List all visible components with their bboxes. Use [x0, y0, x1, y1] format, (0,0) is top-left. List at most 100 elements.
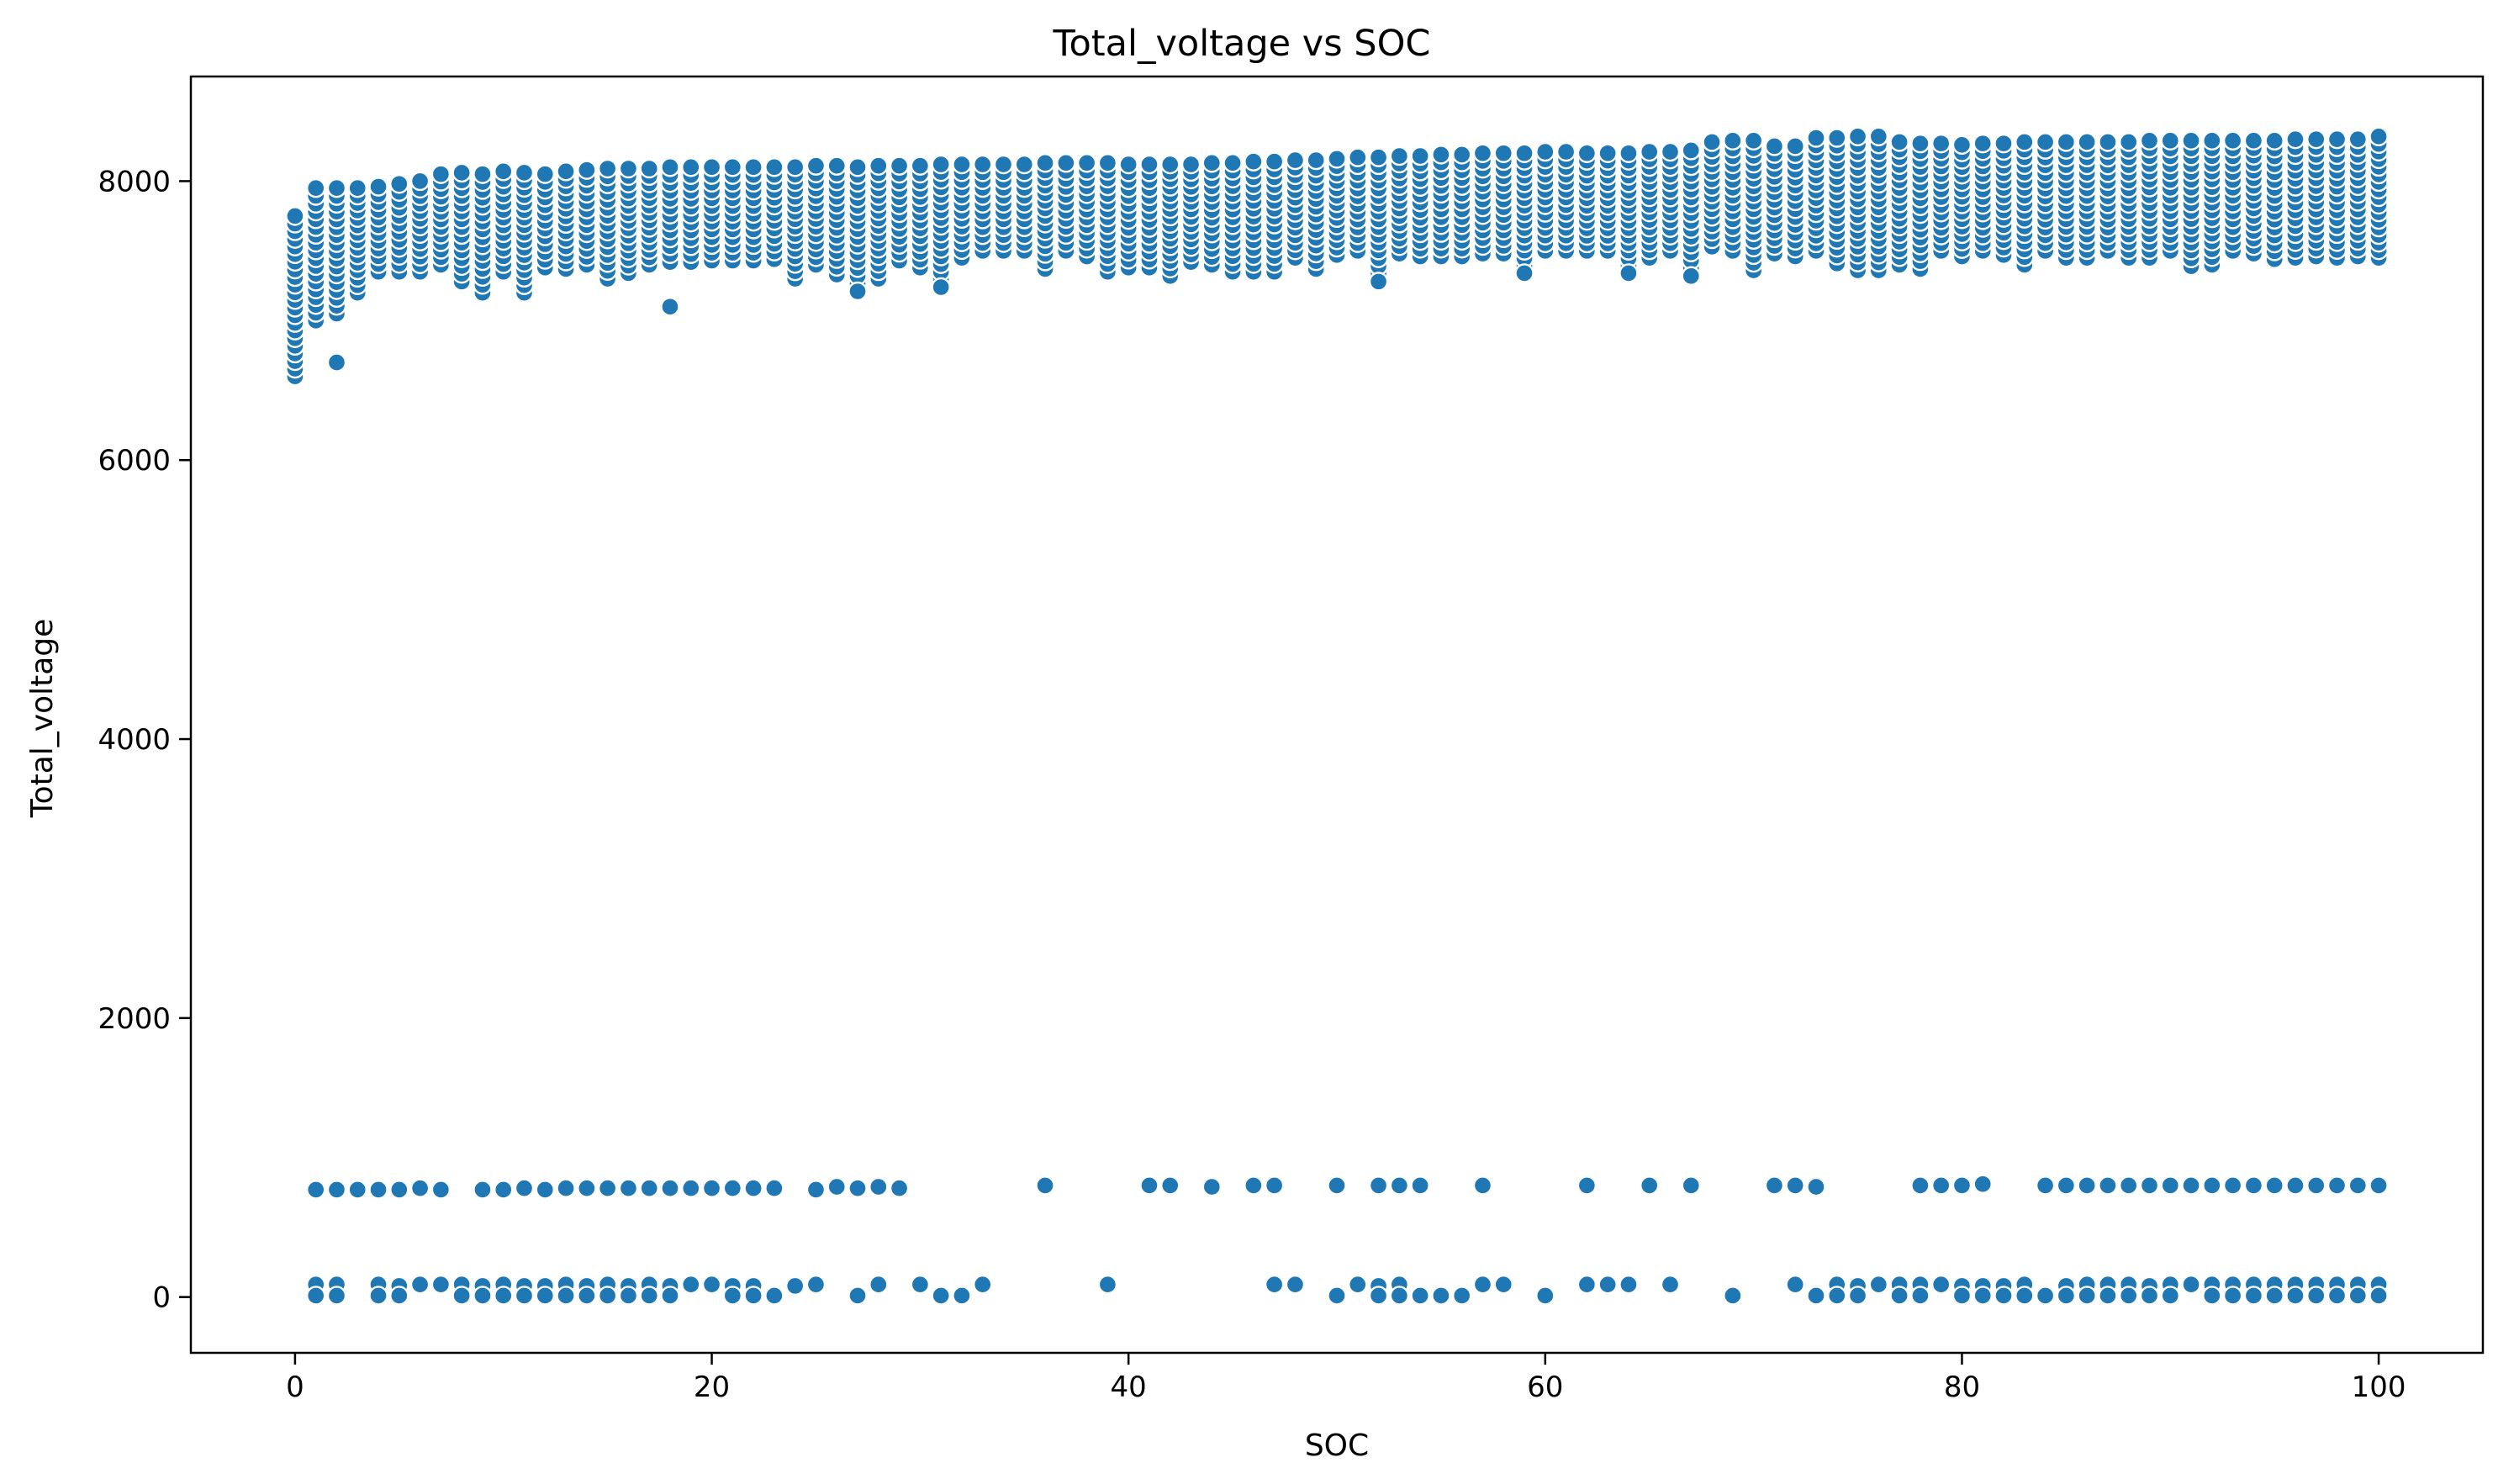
near-zero-point — [2369, 1286, 2389, 1306]
band-point — [2369, 126, 2389, 147]
band-point — [1994, 133, 2014, 154]
near-zero-point — [368, 1286, 388, 1306]
near-zero-point — [1451, 1286, 1472, 1306]
low-voltage-point — [660, 1178, 680, 1198]
band-point — [2160, 130, 2180, 151]
band-point — [1764, 136, 1785, 156]
near-zero-point — [535, 1286, 555, 1306]
low-voltage-point — [1951, 1175, 1973, 1196]
band-point — [805, 156, 827, 176]
band-point — [1640, 141, 1660, 162]
near-zero-point — [848, 1286, 868, 1306]
low-voltage-point — [848, 1178, 868, 1198]
low-voltage-point — [2306, 1175, 2326, 1196]
band-point — [1930, 133, 1951, 154]
band-point — [1264, 151, 1285, 172]
near-zero-point — [430, 1275, 452, 1295]
band-point — [1910, 133, 1930, 154]
band-point — [2243, 130, 2264, 151]
low-voltage-point — [1910, 1175, 1930, 1196]
band-point — [1285, 150, 1306, 171]
outlier-point — [931, 277, 951, 298]
chart-title: Total_voltage vs SOC — [1053, 23, 1431, 65]
band-point — [2119, 132, 2139, 152]
near-zero-point — [805, 1275, 827, 1295]
band-point — [577, 160, 597, 180]
band-point — [1244, 151, 1264, 172]
near-zero-point — [1619, 1275, 1639, 1295]
y-tick-label: 2000 — [98, 1002, 171, 1036]
band-point — [2222, 130, 2243, 151]
low-voltage-point — [597, 1178, 618, 1198]
low-voltage-point — [2222, 1175, 2243, 1196]
low-voltage-point — [701, 1178, 722, 1198]
low-voltage-point — [1389, 1175, 1410, 1196]
low-voltage-point — [1472, 1175, 1493, 1196]
near-zero-point — [2139, 1286, 2160, 1306]
band-point — [743, 157, 763, 177]
x-tick-label: 0 — [286, 1370, 304, 1404]
near-zero-point — [2077, 1286, 2097, 1306]
band-point — [430, 164, 452, 184]
near-zero-point — [326, 1286, 347, 1306]
near-zero-point — [869, 1275, 889, 1295]
band-point — [389, 174, 409, 194]
near-zero-point — [2160, 1286, 2180, 1306]
band-point — [473, 164, 493, 184]
band-point — [1535, 141, 1555, 162]
band-point — [1514, 143, 1534, 163]
x-tick-label: 100 — [2352, 1370, 2406, 1404]
near-zero-point — [1493, 1275, 1513, 1295]
outlier-point — [1619, 263, 1639, 283]
near-zero-point — [2202, 1286, 2222, 1306]
near-zero-point — [1889, 1286, 1909, 1306]
band-point — [1598, 143, 1618, 163]
low-voltage-point — [1576, 1175, 1598, 1196]
band-point — [1306, 150, 1326, 171]
band-point — [1223, 153, 1243, 173]
near-zero-point — [1285, 1275, 1306, 1295]
low-voltage-point — [556, 1178, 576, 1198]
band-point — [1035, 153, 1055, 173]
low-voltage-point — [764, 1178, 784, 1198]
low-voltage-point — [2098, 1175, 2118, 1196]
band-point — [1180, 154, 1201, 175]
low-voltage-point — [743, 1178, 763, 1198]
low-voltage-point — [1681, 1175, 1701, 1196]
band-point — [1201, 153, 1223, 173]
band-point — [1160, 154, 1180, 175]
near-zero-point — [1327, 1286, 1347, 1306]
near-zero-point — [743, 1286, 763, 1306]
near-zero-point — [305, 1286, 326, 1306]
near-zero-point — [1973, 1286, 1993, 1306]
near-zero-point — [514, 1286, 535, 1306]
outlier-point — [848, 281, 868, 302]
near-zero-point — [1097, 1275, 1118, 1295]
band-point — [452, 162, 472, 183]
near-zero-point — [952, 1286, 972, 1306]
low-voltage-point — [389, 1180, 409, 1200]
outlier-point — [1514, 263, 1534, 283]
y-axis-label: Total_voltage — [25, 619, 60, 819]
low-voltage-point — [2202, 1175, 2222, 1196]
near-zero-point — [1951, 1286, 1973, 1306]
band-point — [2098, 132, 2118, 152]
outlier-point — [660, 297, 680, 317]
low-voltage-point — [368, 1180, 388, 1200]
near-zero-point — [784, 1275, 805, 1297]
band-point — [1348, 147, 1368, 167]
band-point — [494, 161, 514, 182]
low-voltage-point — [2326, 1175, 2347, 1196]
y-tick-label: 4000 — [98, 723, 171, 757]
band-point — [347, 178, 367, 198]
band-point — [2306, 129, 2326, 150]
near-zero-point — [973, 1275, 993, 1295]
near-zero-point — [2222, 1286, 2243, 1306]
near-zero-point — [618, 1286, 639, 1306]
low-voltage-point — [1368, 1175, 1389, 1196]
low-voltage-point — [1327, 1175, 1347, 1196]
near-zero-point — [2035, 1286, 2056, 1306]
band-point — [1785, 136, 1805, 156]
low-voltage-point — [347, 1180, 367, 1200]
near-zero-point — [1348, 1275, 1368, 1295]
